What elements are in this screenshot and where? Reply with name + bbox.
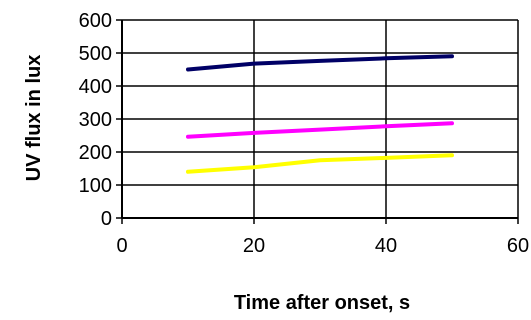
series-line-1 bbox=[186, 54, 454, 72]
y-axis-title: UV flux in lux bbox=[23, 55, 45, 182]
y-tick-labels: 0 100 200 300 400 500 600 bbox=[79, 10, 112, 230]
x-tick-label: 20 bbox=[243, 235, 265, 257]
series-line-2 bbox=[186, 121, 454, 139]
y-tick-label: 300 bbox=[79, 109, 112, 131]
series-lines bbox=[186, 54, 454, 174]
grid-lines bbox=[122, 19, 519, 218]
x-tick-label: 40 bbox=[375, 235, 397, 257]
y-tick-label: 0 bbox=[101, 208, 112, 230]
y-tick-label: 600 bbox=[79, 10, 112, 32]
y-tick-label: 100 bbox=[79, 175, 112, 197]
y-tick-label: 400 bbox=[79, 76, 112, 98]
x-tick-labels: 0 20 40 60 bbox=[116, 235, 529, 257]
y-tick-label: 500 bbox=[79, 43, 112, 65]
x-axis-title: Time after onset, s bbox=[234, 292, 410, 314]
axes bbox=[116, 19, 519, 224]
x-tick-label: 60 bbox=[507, 235, 529, 257]
y-tick-label: 200 bbox=[79, 142, 112, 164]
x-tick-label: 0 bbox=[116, 235, 127, 257]
series-line-3 bbox=[186, 153, 454, 174]
